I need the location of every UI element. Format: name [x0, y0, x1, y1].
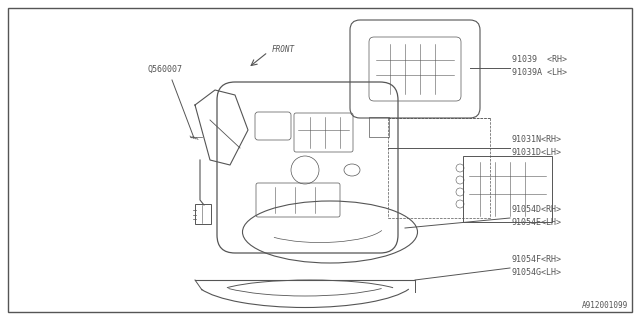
Text: 91031N<RH>: 91031N<RH> [512, 135, 562, 144]
Text: A912001099: A912001099 [582, 301, 628, 310]
Text: 91039A <LH>: 91039A <LH> [512, 68, 567, 77]
Text: 91054F<RH>: 91054F<RH> [512, 255, 562, 264]
Text: 91031D<LH>: 91031D<LH> [512, 148, 562, 157]
Text: 91054G<LH>: 91054G<LH> [512, 268, 562, 277]
Text: 91054E<LH>: 91054E<LH> [512, 218, 562, 227]
Text: 91054D<RH>: 91054D<RH> [512, 205, 562, 214]
Text: FRONT: FRONT [272, 45, 295, 54]
Text: Q560007: Q560007 [148, 65, 183, 74]
Text: 91039  <RH>: 91039 <RH> [512, 55, 567, 64]
